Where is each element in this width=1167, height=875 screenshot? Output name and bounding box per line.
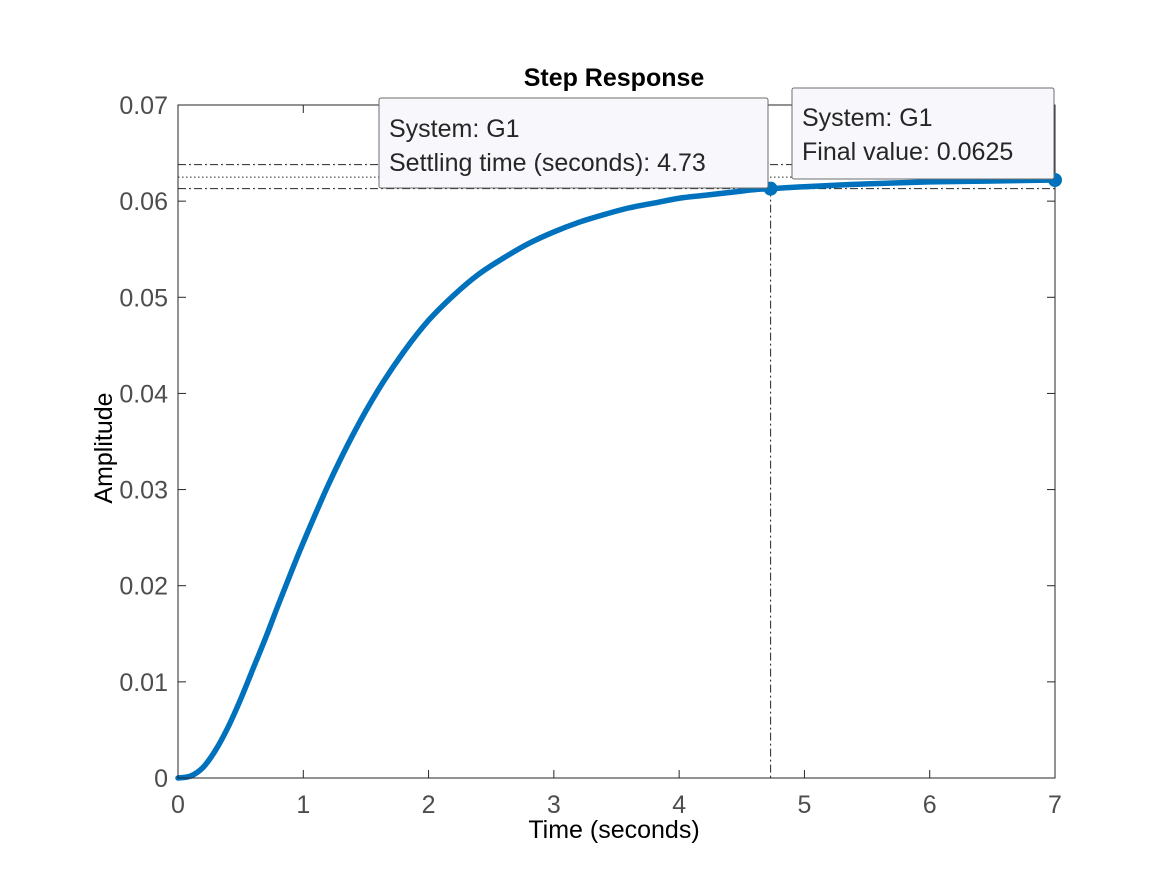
y-tick-label: 0.06 <box>119 188 168 216</box>
x-tick-label: 7 <box>1048 791 1062 819</box>
tick-labels: 0 1 2 3 4 5 6 7 0 0.01 0.02 0.03 0.04 0.05 0.06 0.07 <box>119 92 1062 819</box>
axes-background <box>178 105 1055 778</box>
datatip-final-value-text: Final value: 0.0625 <box>802 138 1013 166</box>
y-tick-label: 0.04 <box>119 380 168 408</box>
x-axis-label: Time (seconds) <box>528 816 699 844</box>
y-tick-label: 0.03 <box>119 477 168 505</box>
y-tick-label: 0.07 <box>119 92 168 120</box>
datatip-final-system: System: G1 <box>802 104 933 132</box>
x-tick-label: 5 <box>797 791 811 819</box>
x-tick-label: 6 <box>923 791 937 819</box>
y-tick-label: 0 <box>154 765 168 793</box>
x-tick-label: 4 <box>672 791 686 819</box>
x-tick-label: 1 <box>296 791 310 819</box>
y-tick-label: 0.01 <box>119 669 168 697</box>
datatip-final-value[interactable]: System: G1 Final value: 0.0625 <box>791 87 1055 180</box>
datatip-settling-time[interactable]: System: G1 Settling time (seconds): 4.73 <box>378 97 769 189</box>
x-tick-label: 0 <box>171 791 185 819</box>
datatip-settling-box <box>378 97 769 189</box>
x-tick-label: 3 <box>547 791 561 819</box>
datatip-settling-value: Settling time (seconds): 4.73 <box>389 149 706 177</box>
series-layer <box>175 177 1058 781</box>
chart-title: Step Response <box>524 64 705 92</box>
y-axis-label: Amplitude <box>90 392 118 503</box>
datatip-final-box <box>791 87 1055 180</box>
y-tick-label: 0.05 <box>119 284 168 312</box>
x-tick-label: 2 <box>422 791 436 819</box>
y-tick-label: 0.02 <box>119 573 168 601</box>
series-line-g1 <box>175 177 1058 781</box>
datatip-settling-system: System: G1 <box>389 115 520 143</box>
